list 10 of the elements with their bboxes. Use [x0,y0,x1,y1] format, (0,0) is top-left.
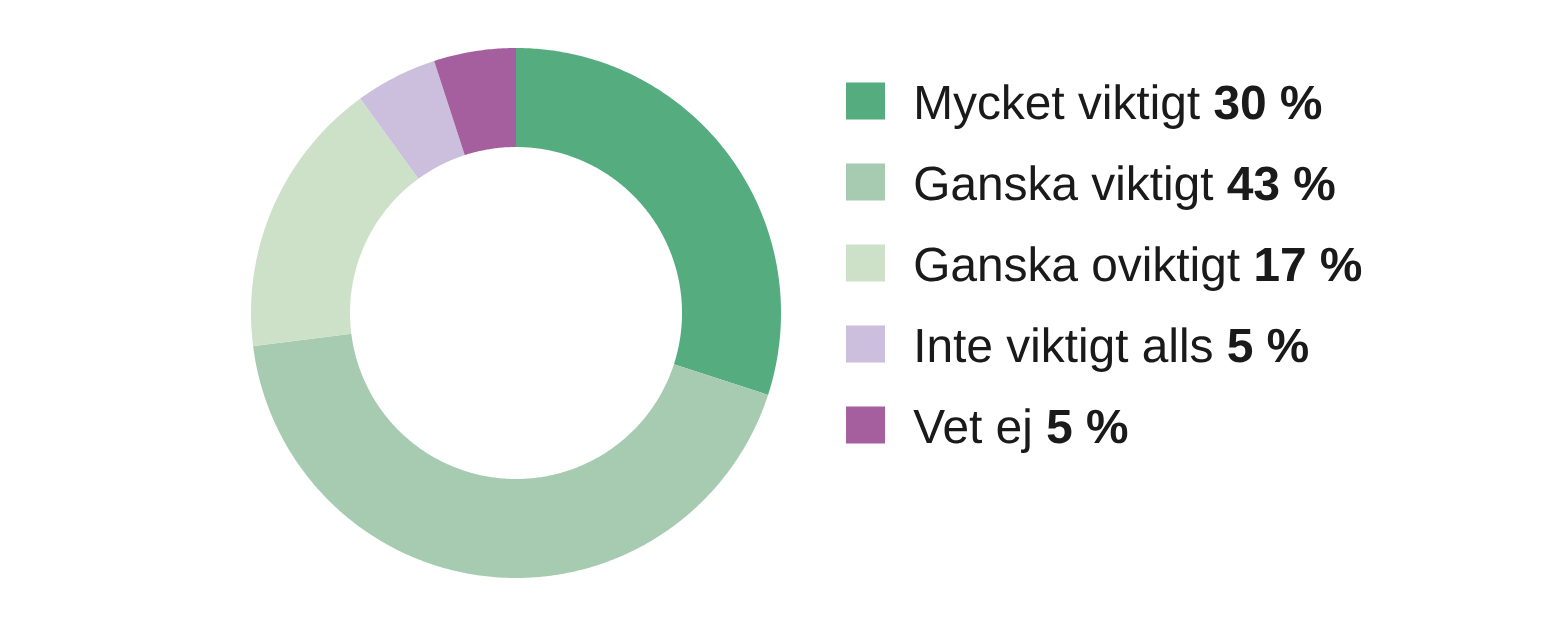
legend-label: Inte viktigt alls [917,327,1212,372]
legend-label: Mycket viktigt [917,84,1200,129]
legend-label: Vet ej [913,408,1030,453]
data-label: 17 % [1256,247,1362,282]
data-label: 5 % [1228,328,1308,363]
legend-label: Ganska oviktigt [915,246,1240,291]
data-label: 5 % [1047,409,1128,444]
legend-label: Ganska viktigt [915,165,1214,210]
data-label: 43 % [1227,166,1335,201]
data-label: 30 % [1214,85,1322,120]
